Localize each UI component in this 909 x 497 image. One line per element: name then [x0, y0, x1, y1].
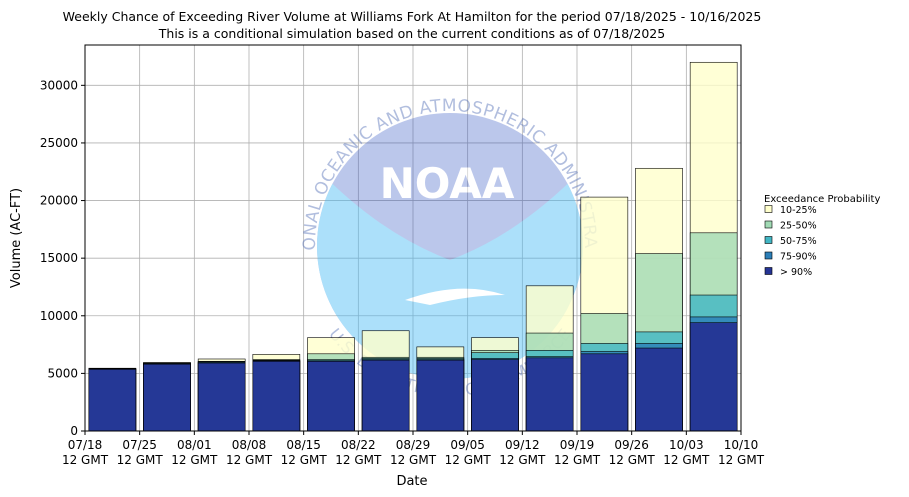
x-tick-label-date: 09/05	[450, 438, 485, 452]
legend-swatch	[764, 267, 773, 275]
x-tick-label-date: 08/22	[341, 438, 376, 452]
legend-label: 75-90%	[780, 252, 817, 263]
bar-stack	[88, 367, 137, 432]
x-tick-label-time: 12 GMT	[335, 453, 382, 467]
x-tick-label-time: 12 GMT	[445, 453, 492, 467]
bar-segment	[252, 360, 301, 432]
legend-label: 25-50%	[780, 221, 817, 232]
bar-segment	[361, 359, 410, 432]
bar-stack	[143, 362, 191, 432]
bar-stack	[416, 346, 465, 432]
bar-segment	[307, 360, 355, 432]
x-tick-label-date: 08/01	[177, 438, 212, 452]
x-tick-label-time: 12 GMT	[226, 453, 273, 467]
y-tick-label: 5000	[47, 366, 78, 380]
y-tick-label: 15000	[40, 251, 78, 265]
bar-segment	[197, 362, 246, 432]
x-tick-label-date: 10/10	[724, 438, 759, 452]
y-tick-label: 25000	[40, 136, 78, 150]
y-tick-label: 10000	[40, 309, 78, 323]
x-tick-label-time: 12 GMT	[609, 453, 656, 467]
legend-title: Exceedance Probability	[764, 194, 880, 205]
x-tick-label-time: 12 GMT	[281, 453, 328, 467]
legend-swatch	[764, 251, 773, 260]
x-tick-label-date: 10/03	[669, 438, 704, 452]
bar-stack	[689, 61, 738, 432]
bar-stacks	[88, 61, 738, 432]
x-tick-label-date: 08/08	[232, 438, 267, 452]
x-tick-label-time: 12 GMT	[718, 453, 765, 467]
bar-stack	[307, 337, 355, 432]
bar-segment	[416, 359, 465, 432]
watermark-logo-text: NOAA	[380, 159, 515, 208]
y-axis: 0 5000 10000 15000 20000 25000 30000	[40, 78, 85, 438]
x-tick-label-time: 12 GMT	[390, 453, 437, 467]
legend-swatch	[764, 205, 773, 213]
legend: Exceedance Probability 10-25% 25-50% 50-75…	[764, 194, 880, 278]
legend-label: 10-25%	[780, 205, 817, 216]
y-tick-label: 20000	[40, 194, 78, 208]
legend-swatch	[764, 220, 773, 229]
bar-stack	[252, 354, 301, 432]
chart-subtitle: This is a conditional simulation based o…	[158, 26, 665, 41]
bar-stack	[635, 167, 683, 432]
x-tick-label-date: 09/26	[614, 438, 649, 452]
x-tick-label-time: 12 GMT	[554, 453, 601, 467]
x-tick-label-date: 09/12	[505, 438, 540, 452]
x-tick-label-time: 12 GMT	[171, 453, 218, 467]
x-axis-label: Date	[396, 474, 427, 489]
bar-segment	[471, 359, 519, 432]
bar-stack	[580, 196, 629, 432]
x-tick-label-time: 12 GMT	[663, 453, 710, 467]
legend-label: 50-75%	[780, 236, 817, 247]
x-tick-label-time: 12 GMT	[117, 453, 164, 467]
bar-segment	[525, 357, 574, 432]
bar-segment	[580, 353, 629, 432]
bar-segment	[88, 369, 137, 432]
x-tick-label-time: 12 GMT	[62, 453, 109, 467]
y-tick-label: 0	[70, 424, 78, 438]
bar-segment	[635, 347, 683, 432]
bar-segment	[143, 363, 191, 432]
bar-stack	[197, 358, 246, 432]
watermark-gull-icon	[405, 288, 505, 305]
x-tick-label-time: 12 GMT	[499, 453, 546, 467]
x-tick-label-date: 08/29	[396, 438, 431, 452]
bar-segment	[689, 322, 738, 432]
y-tick-label: 30000	[40, 78, 78, 92]
bar-stack	[361, 330, 410, 432]
bar-stack	[525, 285, 574, 432]
chart-title: Weekly Chance of Exceeding River Volume …	[63, 9, 762, 24]
grid-lines	[84, 45, 742, 432]
x-tick-label-date: 08/15	[286, 438, 321, 452]
x-tick-label-date: 09/19	[560, 438, 595, 452]
x-tick-label-date: 07/25	[122, 438, 157, 452]
legend-label: > 90%	[780, 267, 812, 278]
x-tick-label-date: 07/18	[68, 438, 103, 452]
bar-stack	[471, 337, 519, 432]
y-axis-label: Volume (AC-FT)	[9, 188, 24, 288]
legend-swatch	[764, 236, 773, 244]
